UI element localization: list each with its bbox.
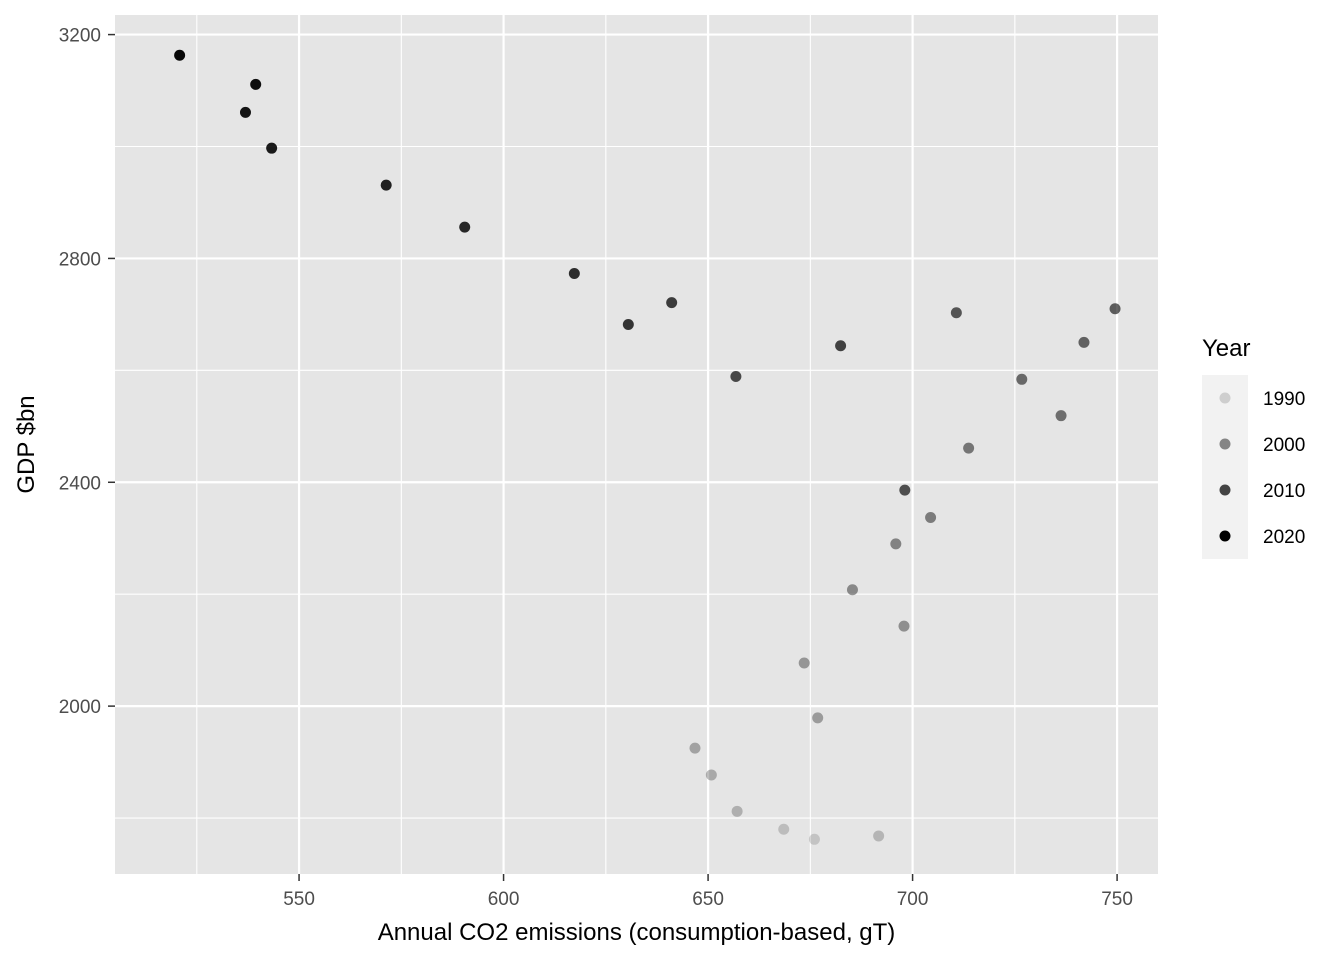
plot-panel [115,15,1158,874]
major-grid [115,15,1158,874]
legend-label: 2020 [1263,527,1305,548]
x-axis: 550 600 650 700 750 [283,874,1133,910]
data-point [873,830,885,842]
data-point [266,142,278,154]
x-tick-label: 650 [692,889,724,910]
data-point [568,268,580,280]
data-point [1016,373,1028,385]
y-axis: 2000 2400 2800 3200 [59,26,115,718]
data-point [250,78,262,90]
legend-label: 2000 [1263,435,1305,456]
data-point [1078,336,1090,348]
x-axis-title: Annual CO2 emissions (consumption-based,… [378,919,896,946]
legend: Year 1990 2000 2010 2020 [1202,335,1305,559]
legend-label: 1990 [1263,389,1305,410]
legend-swatch [1219,438,1231,450]
data-point [731,805,743,817]
data-point [1055,410,1067,422]
data-point [899,484,911,496]
data-point [950,307,962,319]
data-point [174,49,186,61]
minor-grid [115,15,1158,874]
data-point [380,179,392,191]
legend-title: Year [1202,335,1251,362]
data-point [778,823,790,835]
data-point [689,742,701,754]
data-point [963,442,975,454]
data-point [1109,303,1121,315]
data-point [890,538,902,550]
data-point [666,297,678,309]
data-points [174,49,1121,845]
y-tick-label: 2000 [59,697,101,718]
data-point [898,620,910,632]
x-tick-label: 750 [1101,889,1133,910]
legend-swatch [1219,484,1231,496]
data-point [812,712,824,724]
legend-entries: 1990 2000 2010 2020 [1202,375,1305,559]
legend-label: 2010 [1263,481,1305,502]
data-point [622,318,634,330]
data-point [459,221,471,233]
legend-swatch [1219,530,1231,542]
x-tick-label: 600 [488,889,520,910]
data-point [808,833,820,845]
y-tick-label: 2400 [59,473,101,494]
legend-key-background [1202,375,1248,559]
y-tick-label: 3200 [59,26,101,47]
data-point [239,106,251,118]
y-tick-label: 2800 [59,249,101,270]
legend-swatch [1219,392,1231,404]
x-tick-label: 550 [283,889,315,910]
y-axis-title: GDP $bn [13,395,40,493]
data-point [925,512,937,524]
data-point [835,340,847,352]
data-point [846,584,858,596]
data-point [705,769,717,781]
data-point [730,371,742,383]
x-tick-label: 700 [897,889,929,910]
data-point [798,657,810,669]
